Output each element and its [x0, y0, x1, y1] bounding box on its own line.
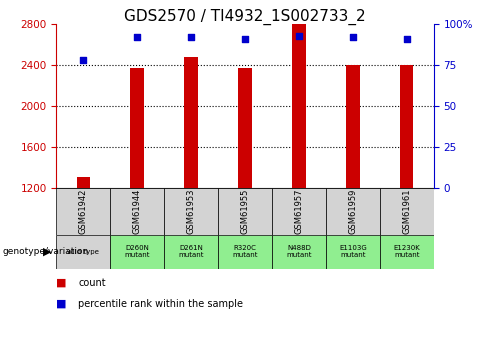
Bar	[326, 188, 380, 235]
Point	[295, 33, 303, 38]
Bar	[130, 68, 144, 188]
Text: R320C
mutant: R320C mutant	[232, 245, 258, 258]
Point	[349, 34, 357, 40]
Bar	[164, 188, 218, 235]
Bar	[272, 235, 326, 269]
Text: GSM61953: GSM61953	[187, 189, 196, 234]
Bar	[272, 188, 326, 235]
Bar	[326, 235, 380, 269]
Text: genotype/variation: genotype/variation	[2, 247, 89, 256]
Text: ■: ■	[56, 278, 67, 288]
Bar	[56, 188, 110, 235]
Bar	[164, 235, 218, 269]
Text: D260N
mutant: D260N mutant	[124, 245, 150, 258]
Bar	[56, 235, 110, 269]
Text: percentile rank within the sample: percentile rank within the sample	[78, 299, 244, 308]
Text: GSM61944: GSM61944	[133, 189, 142, 234]
Point	[187, 34, 195, 40]
Text: D261N
mutant: D261N mutant	[178, 245, 204, 258]
Bar	[184, 57, 198, 188]
Text: count: count	[78, 278, 106, 288]
Point	[133, 34, 141, 40]
Bar	[292, 24, 306, 188]
Bar	[110, 188, 164, 235]
Bar	[238, 68, 252, 188]
Text: GDS2570 / TI4932_1S002733_2: GDS2570 / TI4932_1S002733_2	[124, 9, 366, 25]
Text: N488D
mutant: N488D mutant	[286, 245, 312, 258]
Bar	[346, 65, 360, 188]
Bar	[218, 188, 272, 235]
Point	[403, 36, 411, 42]
Bar	[110, 235, 164, 269]
Text: GSM61959: GSM61959	[348, 189, 357, 234]
Text: E1230K
mutant: E1230K mutant	[393, 245, 420, 258]
Bar	[76, 177, 90, 188]
Bar	[400, 65, 414, 188]
Text: GSM61942: GSM61942	[79, 189, 88, 234]
Text: wild type: wild type	[67, 249, 99, 255]
Point	[79, 58, 87, 63]
Text: ▶: ▶	[43, 247, 51, 257]
Text: ■: ■	[56, 299, 67, 308]
Bar	[380, 188, 434, 235]
Text: GSM61961: GSM61961	[402, 189, 411, 234]
Bar	[218, 235, 272, 269]
Text: GSM61957: GSM61957	[294, 189, 303, 234]
Bar	[380, 235, 434, 269]
Point	[241, 36, 249, 42]
Text: GSM61955: GSM61955	[241, 189, 249, 234]
Text: E1103G
mutant: E1103G mutant	[339, 245, 367, 258]
